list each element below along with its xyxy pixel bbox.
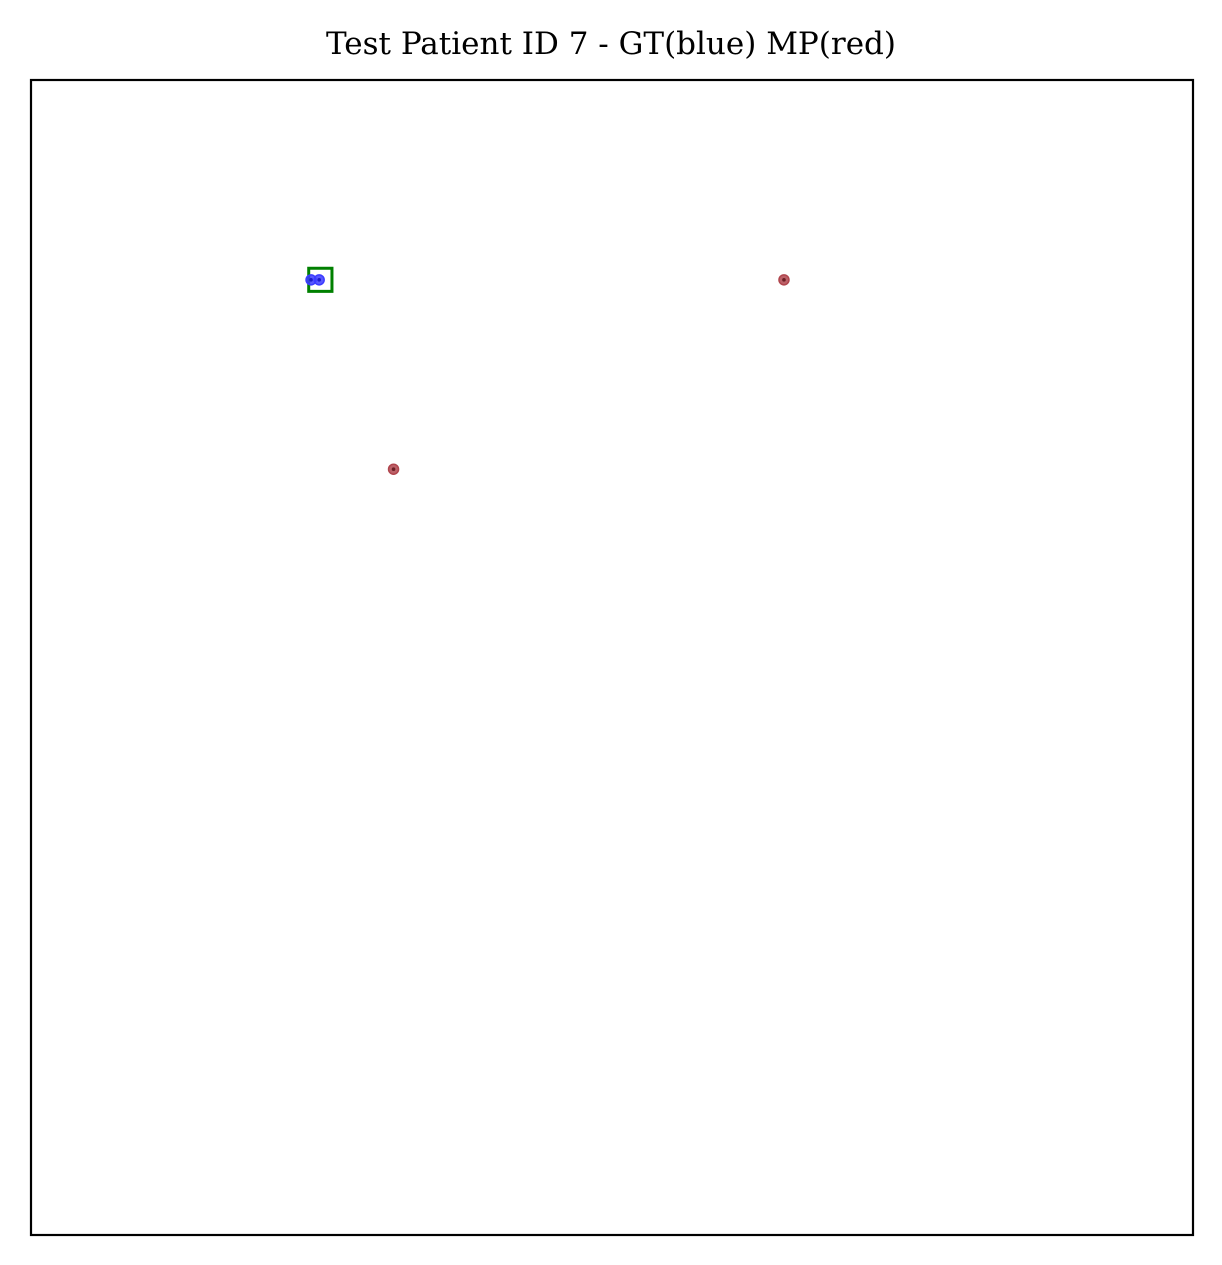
- mp-point-center-2: [391, 467, 396, 472]
- mp-point-center-1: [782, 278, 786, 282]
- gt-point-center-2: [317, 278, 321, 282]
- chart-title: Test Patient ID 7 - GT(blue) MP(red): [326, 26, 896, 62]
- plot-frame: [29, 78, 1195, 1237]
- plot-marks: [305, 266, 790, 475]
- gt-point-center-1: [309, 278, 313, 282]
